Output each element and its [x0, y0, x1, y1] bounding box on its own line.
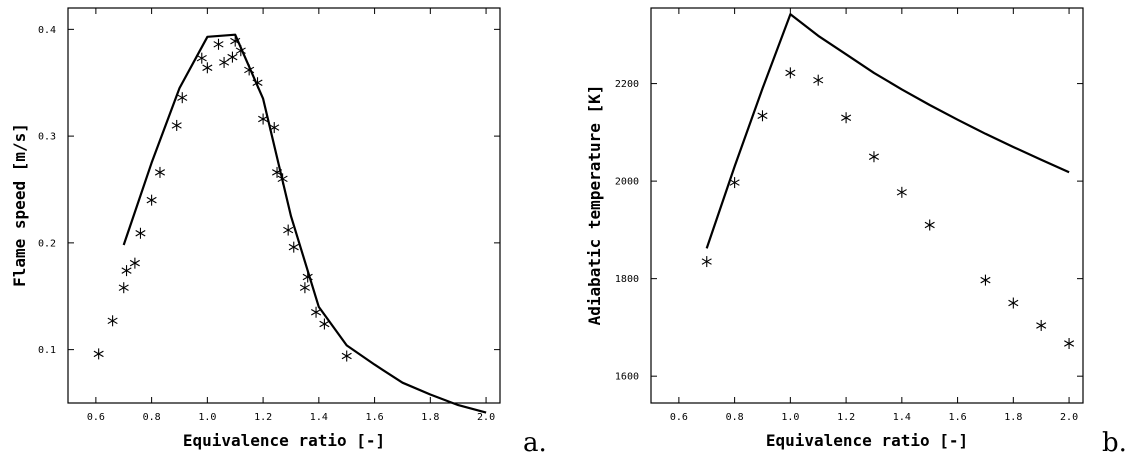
x-tick-label: 1.2 — [254, 412, 272, 423]
data-point — [213, 38, 224, 50]
y-axis-label: Adiabatic temperature [K] — [585, 85, 604, 326]
data-point — [1064, 338, 1075, 350]
x-tick-label: 0.6 — [87, 412, 105, 423]
data-point — [868, 151, 880, 163]
x-tick-label: 1.4 — [893, 412, 911, 423]
model-line — [122, 33, 487, 414]
adiabatic-temperature-chart: 0.6 0.8 1.0 1.2 1.4 1.6 1.8 2.0 1600 1800 2000 220… — [585, 7, 1127, 458]
plot-frame — [67, 7, 501, 404]
data-point — [729, 177, 740, 189]
y-tick-label: 1800 — [615, 274, 639, 285]
data-point — [813, 74, 824, 86]
data-point — [107, 315, 118, 327]
x-axis-ticks: 0.6 0.8 1.0 1.2 1.4 1.6 1.8 2.0 — [670, 8, 1078, 423]
data-point — [269, 122, 280, 134]
data-point — [202, 62, 213, 74]
data-point — [177, 92, 188, 104]
plot-frame — [650, 7, 1084, 404]
data-point — [146, 194, 157, 206]
data-point — [227, 51, 238, 63]
data-point — [311, 306, 322, 318]
panel-label: b. — [1102, 428, 1127, 458]
data-point — [319, 318, 330, 330]
y-tick-label: 0.3 — [38, 132, 56, 143]
x-tick-label: 1.6 — [366, 412, 384, 423]
data-point — [701, 256, 712, 268]
data-point — [219, 56, 230, 68]
y-axis-label: Flame speed [m/s] — [10, 123, 29, 287]
x-tick-label: 1.2 — [837, 412, 855, 423]
data-point — [785, 67, 796, 79]
data-point — [154, 166, 166, 178]
x-tick-label: 1.0 — [781, 412, 799, 423]
x-tick-label: 2.0 — [477, 412, 495, 423]
data-point — [171, 119, 182, 131]
series-group — [93, 33, 487, 414]
x-axis-label: Equivalence ratio [-] — [183, 431, 385, 450]
x-tick-label: 1.0 — [198, 412, 216, 423]
data-point — [271, 166, 283, 178]
data-point — [283, 224, 294, 236]
x-tick-label: 1.8 — [1004, 412, 1022, 423]
data-point — [244, 64, 255, 76]
data-point — [196, 52, 207, 64]
model-line — [705, 13, 1070, 249]
x-tick-label: 0.6 — [670, 412, 688, 423]
data-point — [288, 241, 299, 253]
panel-label: a. — [523, 428, 547, 458]
data-point — [1036, 319, 1047, 331]
y-axis-ticks: 1600 1800 2000 2200 — [615, 79, 1083, 383]
x-tick-label: 0.8 — [143, 412, 161, 423]
x-tick-label: 1.4 — [310, 412, 328, 423]
data-point — [896, 186, 907, 198]
data-point — [258, 113, 269, 125]
y-tick-label: 0.2 — [38, 238, 56, 249]
data-point — [235, 45, 246, 57]
flame-speed-chart: 0.6 0.8 1.0 1.2 1.4 1.6 1.8 2.0 0.1 0.2 0.3 0.4 Eq… — [10, 7, 547, 458]
y-axis-ticks: 0.1 0.2 0.3 0.4 — [38, 25, 500, 356]
data-point — [341, 350, 352, 362]
x-tick-label: 1.6 — [949, 412, 967, 423]
data-point — [980, 274, 991, 286]
data-point — [93, 348, 104, 360]
series-group — [701, 13, 1075, 350]
data-point — [757, 110, 768, 122]
x-tick-label: 0.8 — [726, 412, 744, 423]
data-point — [924, 219, 935, 231]
data-point — [277, 173, 288, 185]
data-point — [1008, 297, 1019, 309]
data-point — [121, 265, 132, 277]
data-point — [135, 227, 146, 239]
x-tick-label: 1.8 — [421, 412, 439, 423]
data-point — [841, 112, 852, 124]
y-tick-label: 2000 — [615, 177, 639, 188]
y-tick-label: 2200 — [615, 79, 639, 90]
data-point — [302, 271, 313, 283]
y-tick-label: 0.4 — [38, 25, 56, 36]
y-tick-label: 0.1 — [38, 345, 56, 356]
data-point — [129, 257, 140, 269]
data-point — [230, 35, 241, 47]
y-tick-label: 1600 — [615, 372, 639, 383]
data-point — [118, 282, 129, 294]
data-point — [252, 77, 263, 89]
x-axis-label: Equivalence ratio [-] — [766, 431, 968, 450]
x-axis-ticks: 0.6 0.8 1.0 1.2 1.4 1.6 1.8 2.0 — [87, 8, 495, 423]
x-tick-label: 2.0 — [1060, 412, 1078, 423]
data-point — [299, 282, 310, 294]
